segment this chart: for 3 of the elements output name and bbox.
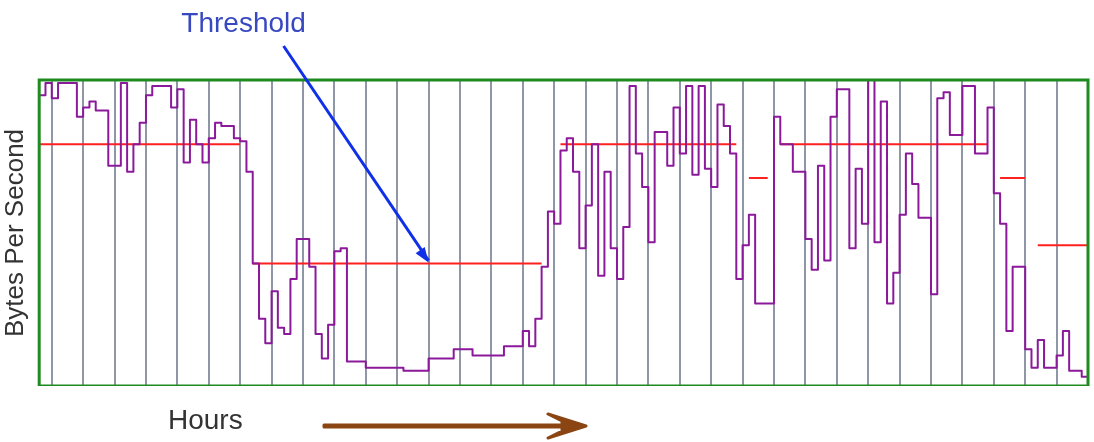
y-axis-title: Bytes Per Second	[0, 128, 29, 338]
x-axis-title: Hours	[168, 404, 243, 436]
text: Threshold	[181, 7, 306, 38]
